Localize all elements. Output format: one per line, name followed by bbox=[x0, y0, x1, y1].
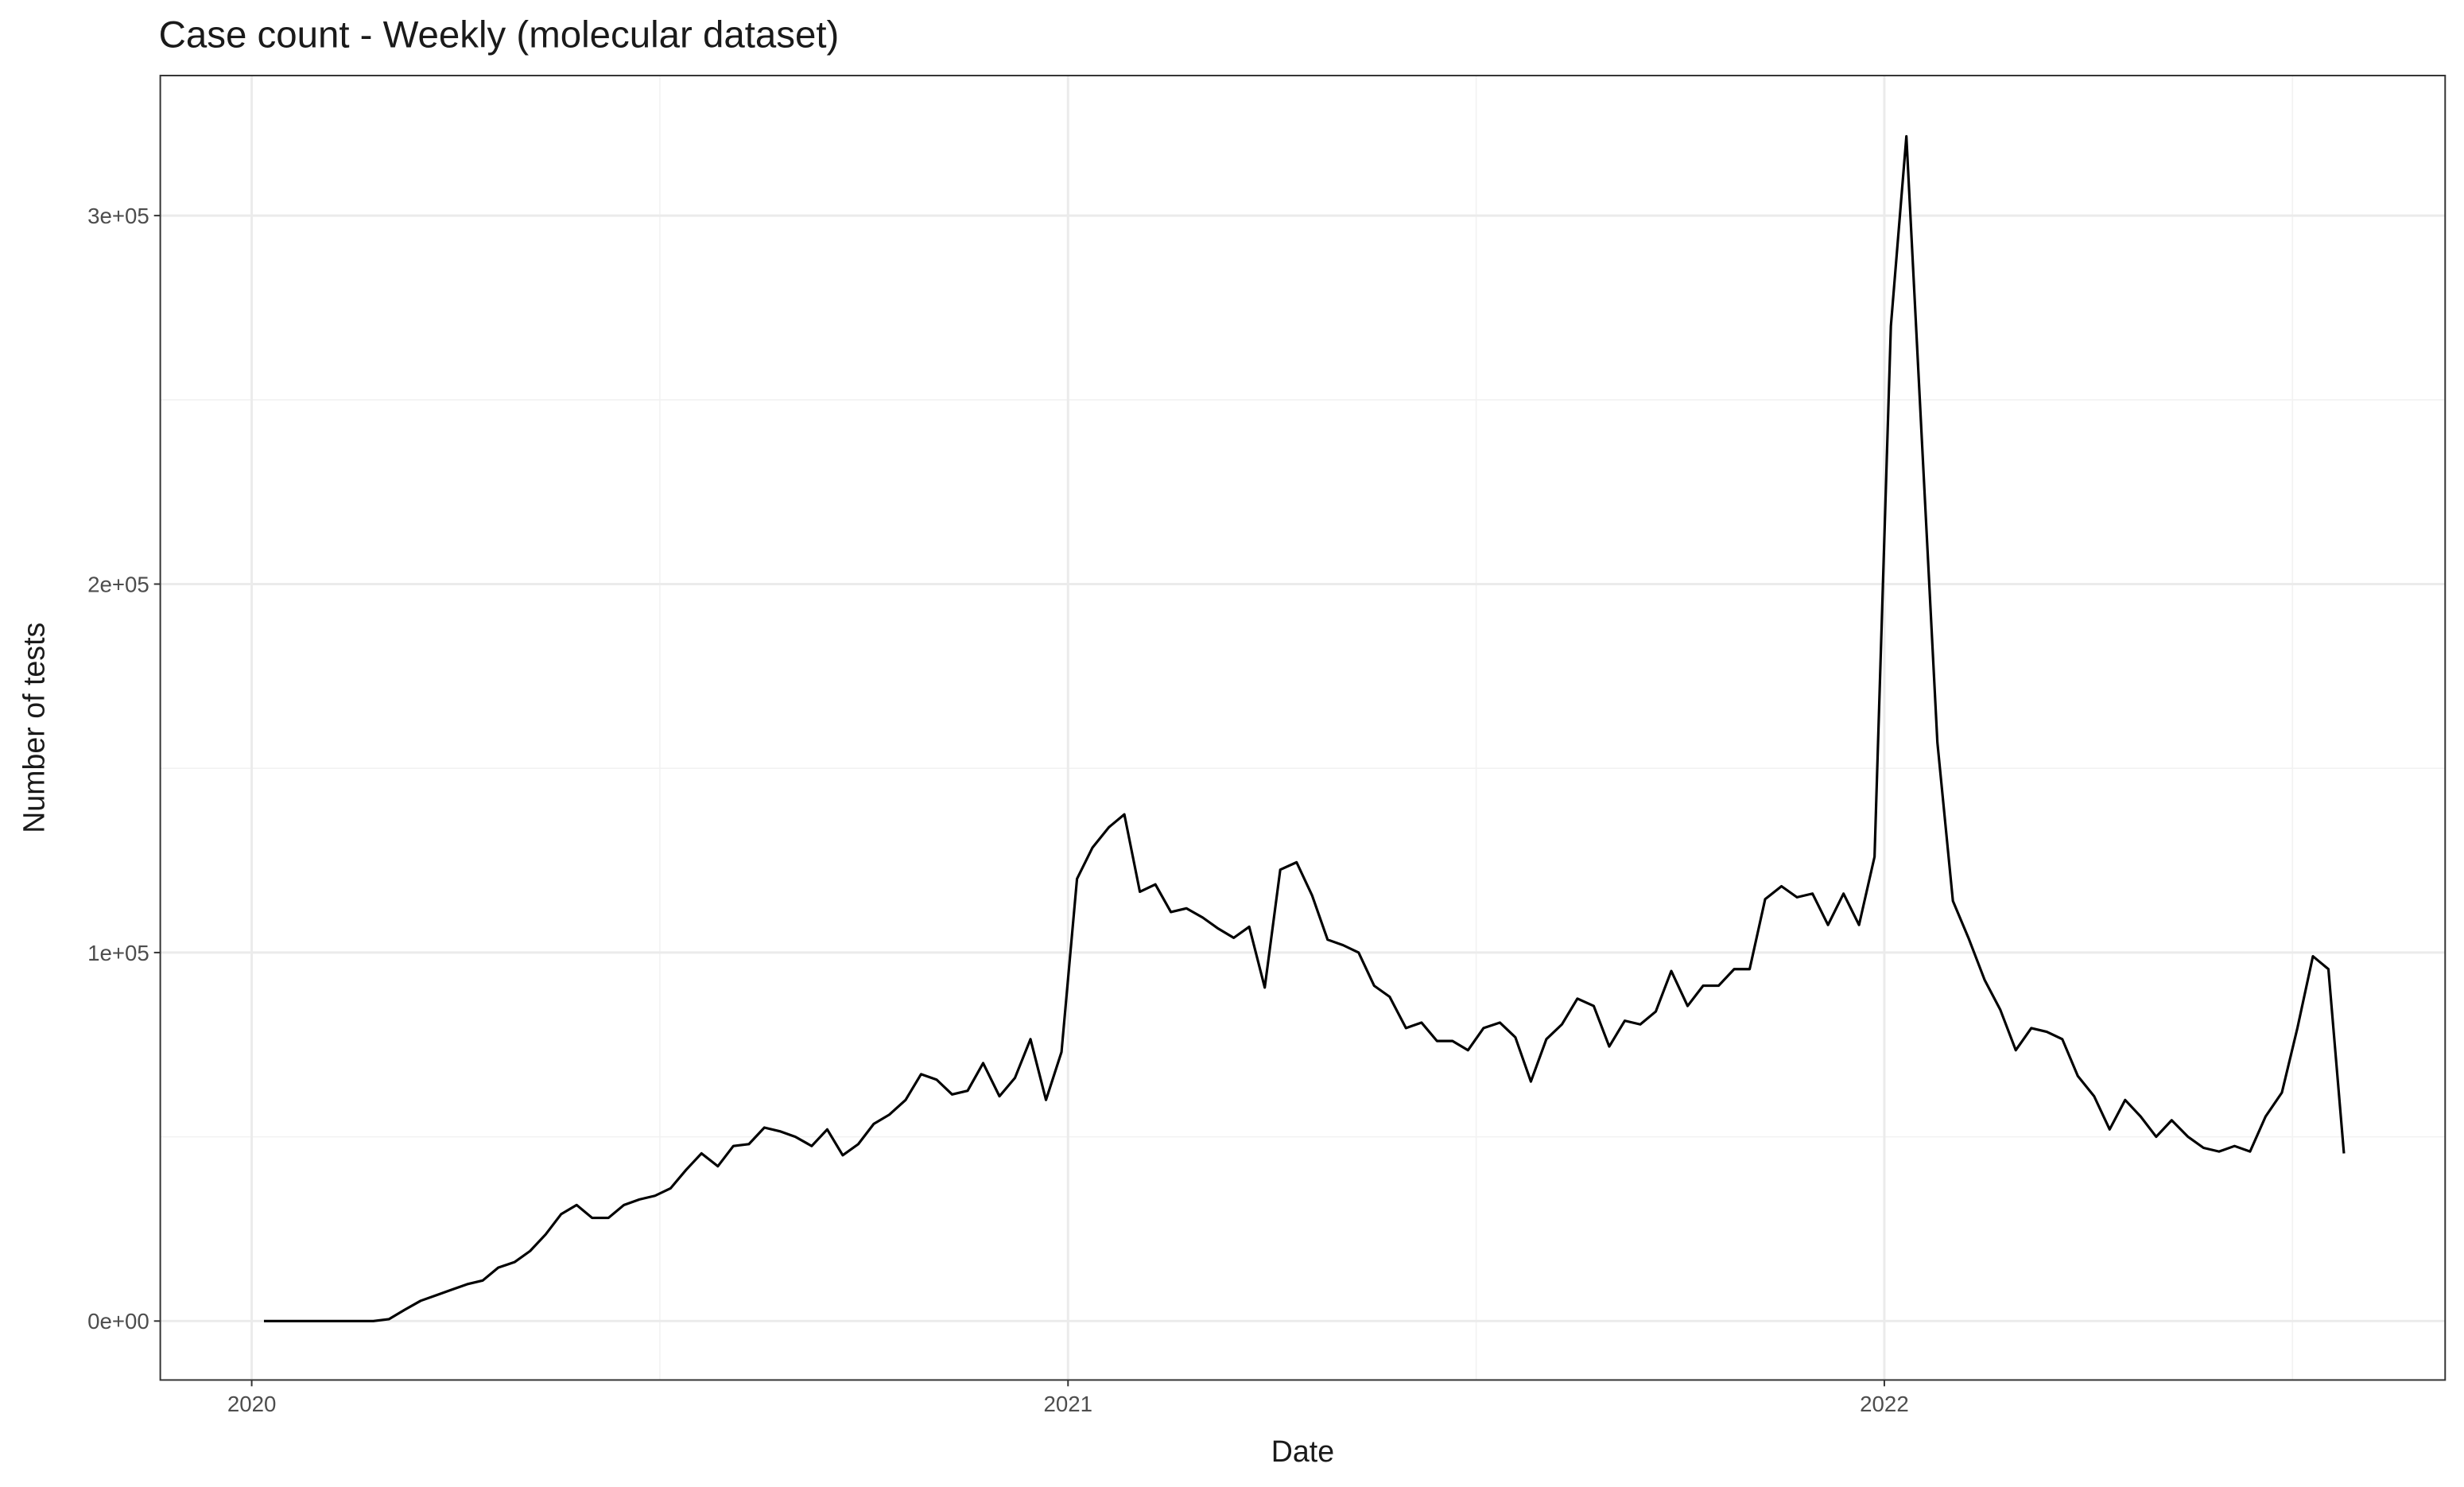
panel-border bbox=[159, 75, 2447, 1381]
data-line bbox=[263, 134, 2346, 1322]
y-tick-label: 0e+00 bbox=[87, 1309, 149, 1334]
chart-title: Case count - Weekly (molecular dataset) bbox=[159, 14, 840, 56]
x-tick-label: 2022 bbox=[1860, 1392, 1909, 1416]
y-axis-title: Number of tests bbox=[17, 623, 50, 833]
y-tick-label: 1e+05 bbox=[87, 941, 149, 965]
x-tick-label: 2020 bbox=[227, 1392, 277, 1416]
x-tick-label: 2021 bbox=[1044, 1392, 1093, 1416]
y-tick-label: 2e+05 bbox=[87, 572, 149, 596]
y-tick-label: 3e+05 bbox=[87, 204, 149, 228]
x-axis-title: Date bbox=[1271, 1435, 1334, 1468]
